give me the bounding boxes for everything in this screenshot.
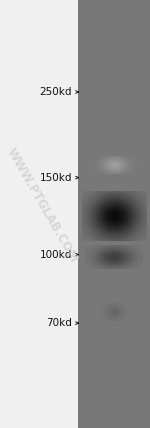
Text: 250kd: 250kd: [39, 87, 72, 97]
Text: 100kd: 100kd: [40, 250, 72, 260]
Bar: [78, 0, 150, 428]
Text: 70kd: 70kd: [46, 318, 72, 328]
Text: WWW.PTGLAB.COM: WWW.PTGLAB.COM: [4, 146, 80, 265]
Text: 150kd: 150kd: [39, 172, 72, 183]
